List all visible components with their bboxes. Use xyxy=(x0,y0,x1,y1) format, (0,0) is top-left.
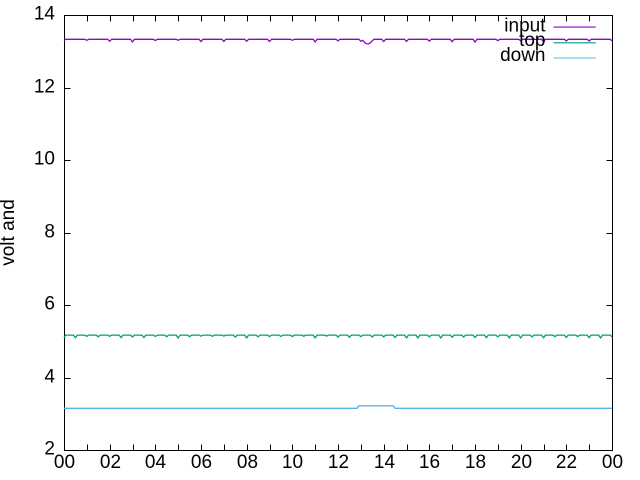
svg-text:22: 22 xyxy=(556,452,577,473)
svg-text:06: 06 xyxy=(191,452,212,473)
svg-text:18: 18 xyxy=(465,452,486,473)
svg-text:02: 02 xyxy=(100,452,121,473)
svg-text:10: 10 xyxy=(282,452,303,473)
svg-text:16: 16 xyxy=(419,452,440,473)
svg-text:4: 4 xyxy=(44,367,55,388)
svg-text:10: 10 xyxy=(34,149,55,170)
svg-text:20: 20 xyxy=(511,452,532,473)
svg-text:14: 14 xyxy=(34,4,56,25)
svg-text:08: 08 xyxy=(237,452,258,473)
svg-text:00: 00 xyxy=(602,452,623,473)
svg-text:14: 14 xyxy=(374,452,396,473)
svg-text:00: 00 xyxy=(54,452,75,473)
svg-text:down: down xyxy=(500,45,545,66)
svg-text:12: 12 xyxy=(328,452,349,473)
svg-text:04: 04 xyxy=(145,452,167,473)
svg-text:12: 12 xyxy=(34,77,55,98)
svg-text:8: 8 xyxy=(44,222,55,243)
svg-text:6: 6 xyxy=(44,294,55,315)
svg-text:2: 2 xyxy=(44,439,55,460)
svg-text:volt and: volt and xyxy=(0,199,19,266)
